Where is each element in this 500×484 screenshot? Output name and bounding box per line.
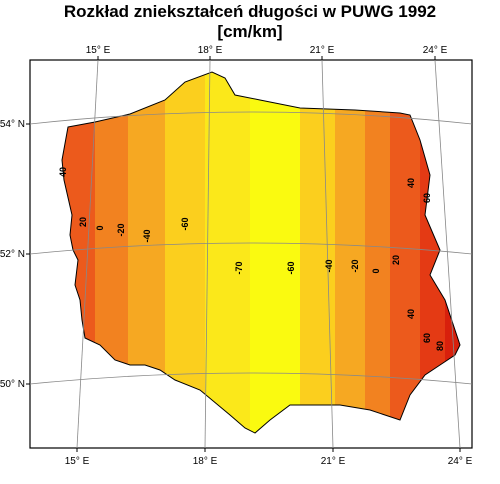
- graticule: [29, 59, 473, 449]
- contour-label: -60: [180, 217, 190, 230]
- contour-label: 0: [95, 225, 105, 230]
- contour-label: 60: [422, 333, 432, 343]
- lat-label: 52° N: [0, 249, 25, 260]
- contour-label: -20: [350, 259, 360, 272]
- subtitle: [cm/km]: [217, 22, 282, 41]
- lon-label: 24° E: [423, 45, 448, 56]
- lon-label: 15° E: [65, 456, 90, 467]
- lon-label: 15° E: [86, 45, 111, 56]
- contour-label: 20: [78, 217, 88, 227]
- contour-label: -20: [116, 223, 126, 236]
- contour-label: 80: [435, 341, 445, 351]
- lat-label: 54° N: [0, 119, 25, 130]
- contour-label: 40: [406, 309, 416, 319]
- contour-label: -40: [142, 229, 152, 242]
- contour-label: -60: [286, 261, 296, 274]
- lon-label: 21° E: [321, 456, 346, 467]
- contour-label: 40: [58, 167, 68, 177]
- lon-label: 18° E: [198, 45, 223, 56]
- contour-label: 0: [371, 268, 381, 273]
- contour-label: -40: [324, 259, 334, 272]
- title: Rozkład zniekształceń długości w PUWG 19…: [64, 2, 436, 21]
- lon-label: 24° E: [448, 456, 473, 467]
- contour-label: 20: [391, 255, 401, 265]
- contour-label: 40: [406, 178, 416, 188]
- lon-label: 21° E: [310, 45, 335, 56]
- contour-label: 60: [422, 193, 432, 203]
- contour-label: -70: [234, 261, 244, 274]
- country-border: [61, 71, 461, 434]
- lat-label: 50° N: [0, 379, 25, 390]
- lon-label: 18° E: [193, 456, 218, 467]
